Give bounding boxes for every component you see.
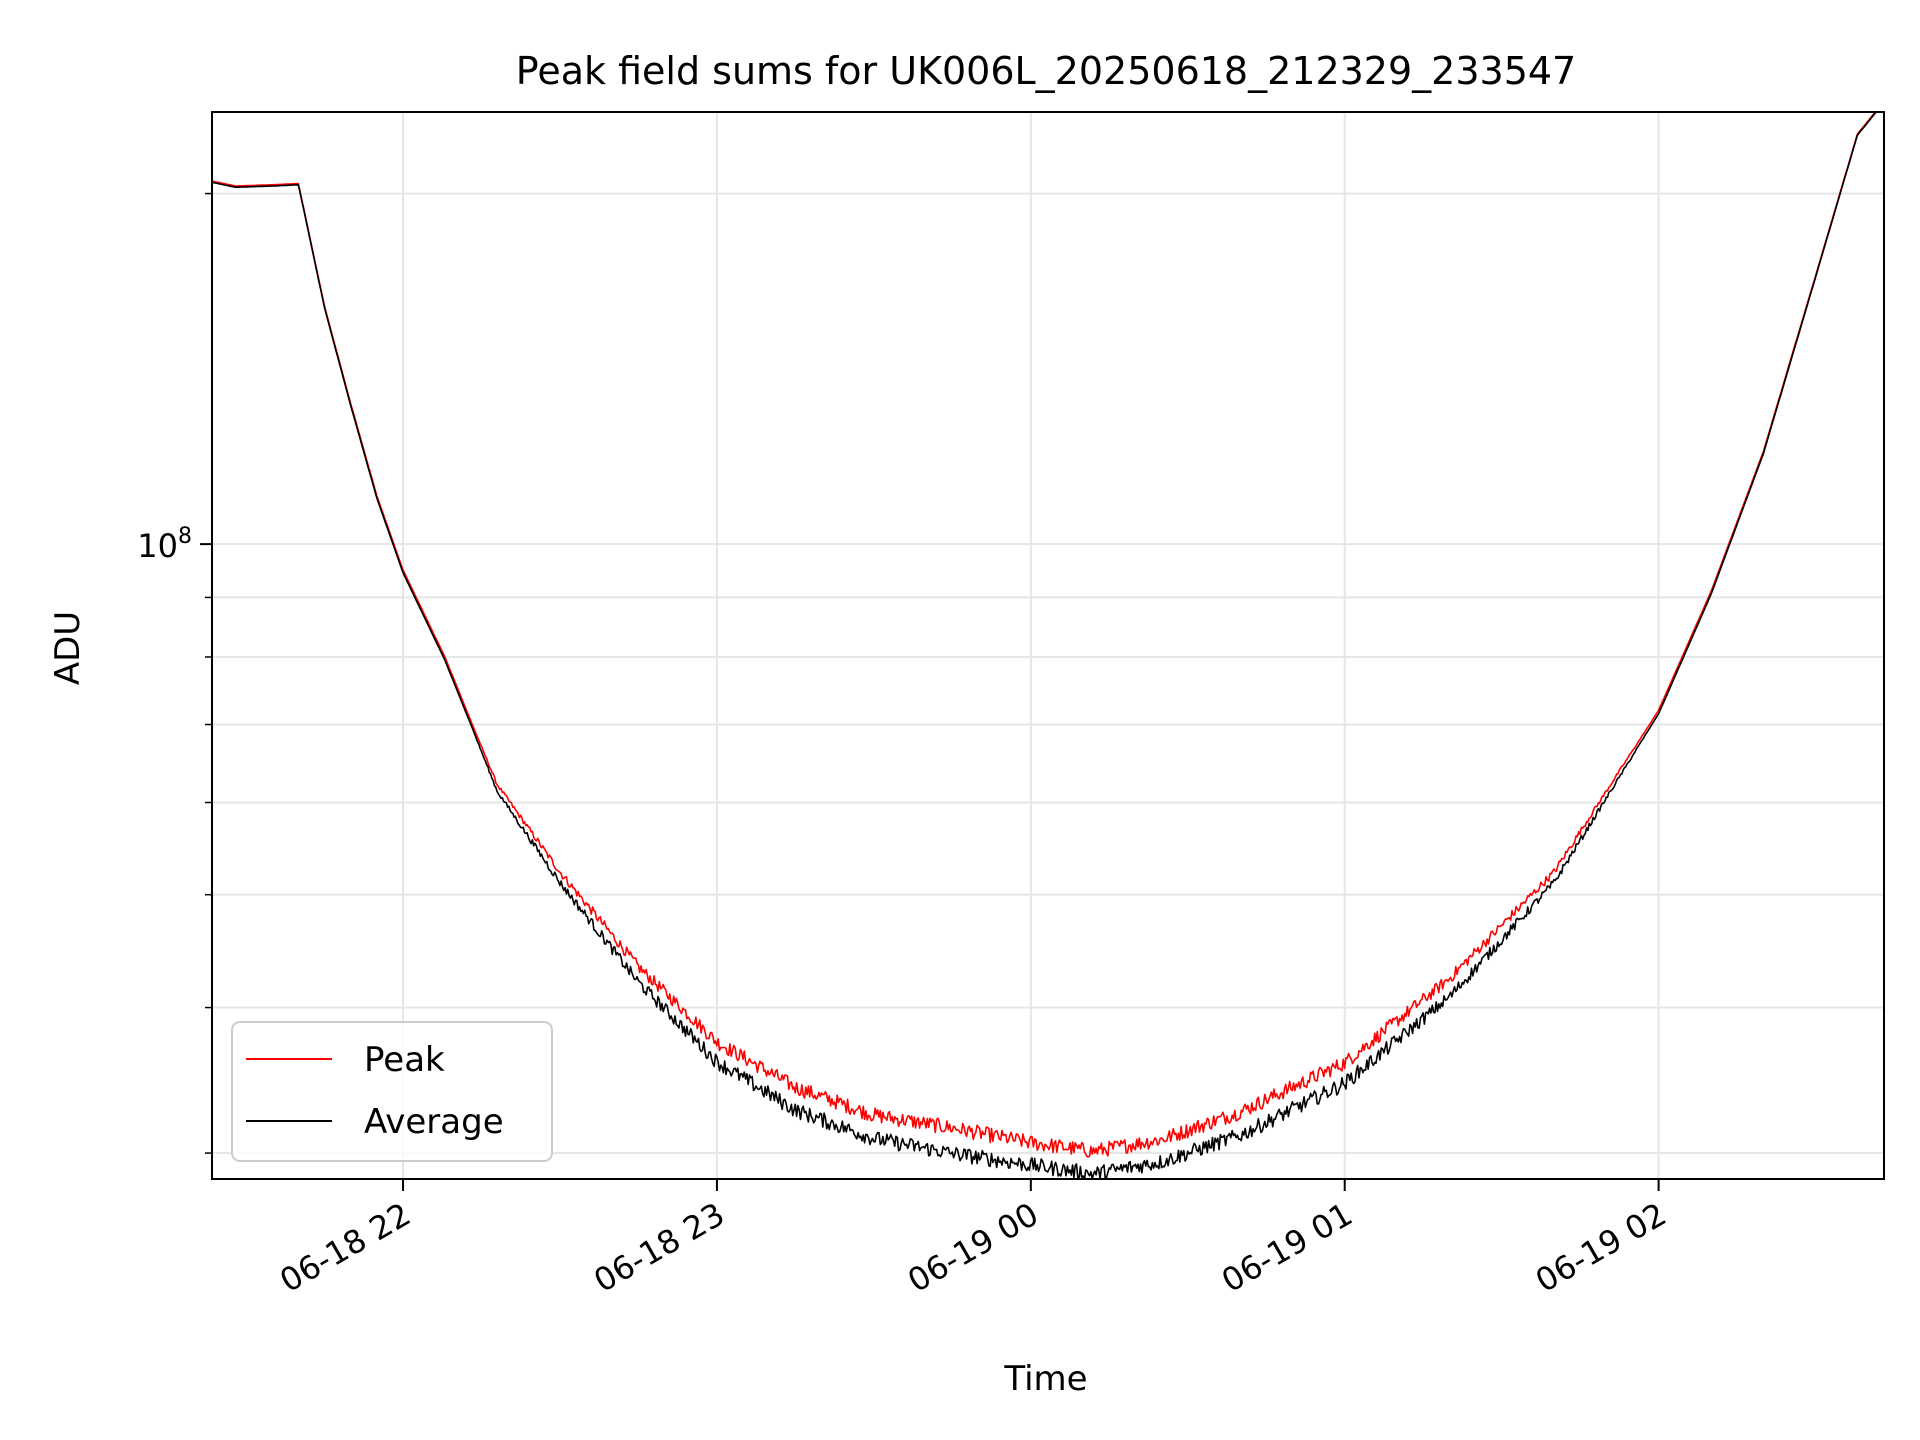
series-line-peak — [212, 112, 1877, 1158]
series-line-average — [212, 112, 1878, 1179]
chart-title: Peak field sums for UK006L_20250618_2123… — [516, 49, 1576, 93]
legend: Peak Average — [231, 1021, 553, 1162]
legend-label-peak: Peak — [364, 1040, 445, 1080]
series-group — [212, 112, 1878, 1179]
y-tick-label: 108 — [137, 524, 192, 565]
plot-frame — [211, 111, 1885, 1180]
legend-box — [231, 1021, 553, 1162]
y-axis-label: ADU — [48, 611, 88, 685]
grid — [212, 112, 1884, 1179]
legend-label-average: Average — [364, 1102, 504, 1142]
x-axis-label: Time — [1003, 1359, 1087, 1399]
